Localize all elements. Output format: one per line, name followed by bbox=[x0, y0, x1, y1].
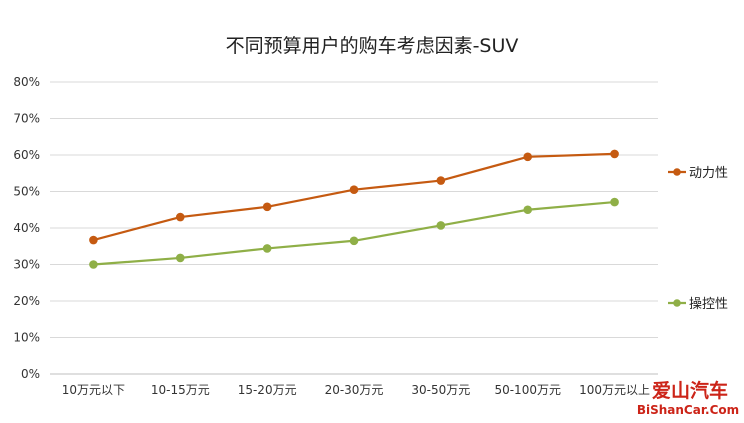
x-tick-label: 30-50万元 bbox=[411, 383, 470, 397]
watermark-site-text: BiShanCar.Com bbox=[637, 403, 739, 417]
data-point bbox=[89, 260, 98, 269]
data-point bbox=[610, 197, 619, 207]
y-tick-label: 40% bbox=[13, 221, 40, 235]
data-point bbox=[349, 236, 359, 246]
y-tick-label: 20% bbox=[13, 294, 40, 308]
legend-label: 操控性 bbox=[689, 296, 728, 312]
x-tick-label: 20-30万元 bbox=[325, 383, 384, 397]
data-point bbox=[262, 244, 272, 253]
legend-marker bbox=[673, 168, 681, 176]
data-point bbox=[89, 235, 98, 245]
y-tick-label: 80% bbox=[13, 75, 40, 89]
x-tick-label: 15-20万元 bbox=[238, 383, 297, 397]
data-point bbox=[349, 185, 359, 194]
y-tick-label: 10% bbox=[13, 331, 40, 345]
watermark-logo-text: 爱山汽车 bbox=[652, 379, 728, 402]
x-tick-label: 50-100万元 bbox=[494, 383, 561, 397]
data-point bbox=[436, 176, 446, 185]
series-layer bbox=[89, 149, 619, 269]
data-point bbox=[610, 149, 619, 159]
y-tick-label: 30% bbox=[13, 258, 40, 272]
watermark-logo: 爱山汽车 BiShanCar.Com bbox=[637, 379, 739, 417]
x-tick-label: 100万元以上 bbox=[579, 383, 650, 397]
data-point bbox=[523, 152, 533, 162]
data-point bbox=[523, 205, 533, 215]
legend-marker bbox=[673, 299, 681, 307]
data-point bbox=[175, 253, 185, 263]
legend-item: 操控性 bbox=[668, 296, 728, 312]
y-tick-label: 70% bbox=[13, 112, 40, 126]
series-line bbox=[93, 200, 615, 266]
x-axis-ticks: 10万元以下 10-15万元 15-20万元 20-30万元 30-50万元 50-100… bbox=[62, 383, 650, 397]
data-point bbox=[262, 202, 272, 212]
x-tick-label: 10万元以下 bbox=[62, 383, 125, 397]
x-tick-label: 10-15万元 bbox=[151, 383, 210, 397]
data-point bbox=[436, 221, 446, 230]
legend-label: 动力性 bbox=[689, 166, 728, 181]
series-line bbox=[93, 152, 615, 242]
y-tick-label: 50% bbox=[13, 185, 40, 199]
y-tick-label: 60% bbox=[13, 148, 40, 162]
y-axis-ticks: 0% 10% 20% 30% 40% 50% 60% 70% 80% bbox=[13, 75, 40, 381]
data-point bbox=[175, 212, 185, 222]
legend-item: 动力性 bbox=[668, 166, 728, 181]
series-2 bbox=[89, 197, 619, 269]
chart-title: 不同预算用户的购车考虑因素-SUV bbox=[226, 35, 519, 57]
y-tick-label: 0% bbox=[21, 367, 40, 381]
series-1 bbox=[89, 149, 619, 245]
